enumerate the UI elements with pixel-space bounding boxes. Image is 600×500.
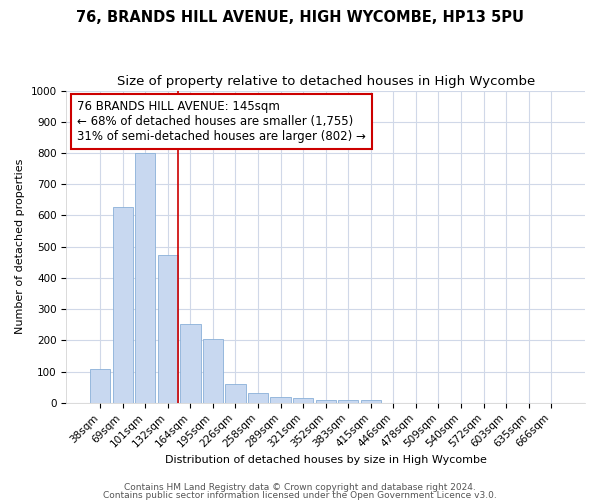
Y-axis label: Number of detached properties: Number of detached properties <box>15 159 25 334</box>
Bar <box>203 340 223 403</box>
X-axis label: Distribution of detached houses by size in High Wycombe: Distribution of detached houses by size … <box>165 455 487 465</box>
Text: 76, BRANDS HILL AVENUE, HIGH WYCOMBE, HP13 5PU: 76, BRANDS HILL AVENUE, HIGH WYCOMBE, HP… <box>76 10 524 25</box>
Bar <box>135 153 155 403</box>
Bar <box>293 398 313 403</box>
Bar <box>271 396 291 403</box>
Bar <box>316 400 336 403</box>
Title: Size of property relative to detached houses in High Wycombe: Size of property relative to detached ho… <box>116 75 535 88</box>
Bar <box>361 400 381 403</box>
Bar <box>338 400 358 403</box>
Text: Contains HM Land Registry data © Crown copyright and database right 2024.: Contains HM Land Registry data © Crown c… <box>124 484 476 492</box>
Bar <box>90 368 110 403</box>
Bar <box>180 324 200 403</box>
Bar <box>113 206 133 403</box>
Text: Contains public sector information licensed under the Open Government Licence v3: Contains public sector information licen… <box>103 490 497 500</box>
Bar <box>248 394 268 403</box>
Text: 76 BRANDS HILL AVENUE: 145sqm
← 68% of detached houses are smaller (1,755)
31% o: 76 BRANDS HILL AVENUE: 145sqm ← 68% of d… <box>77 100 365 143</box>
Bar <box>158 254 178 403</box>
Bar <box>226 384 245 403</box>
